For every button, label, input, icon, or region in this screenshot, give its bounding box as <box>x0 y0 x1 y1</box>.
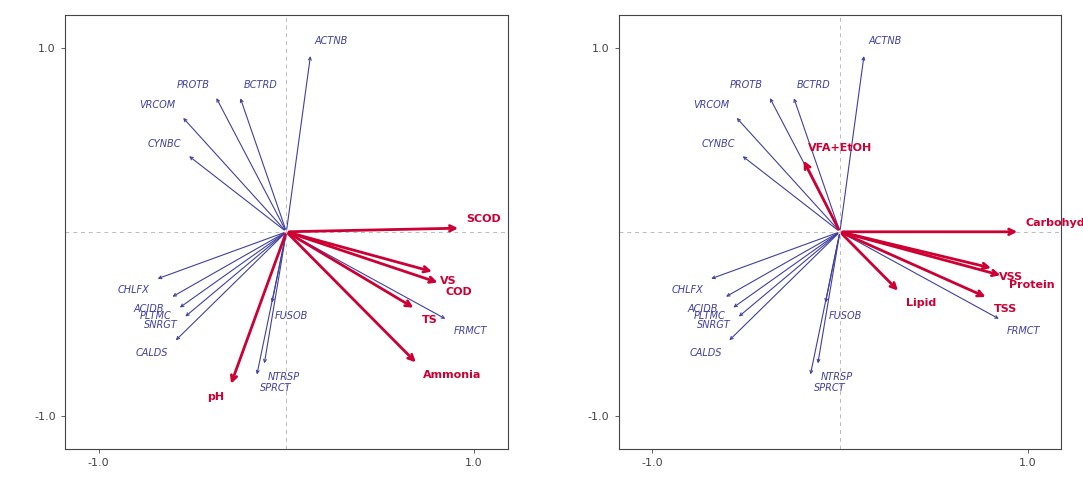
Text: PLTMC: PLTMC <box>694 311 726 321</box>
Text: SNRGT: SNRGT <box>144 320 178 330</box>
Text: VS: VS <box>441 276 457 286</box>
Text: VSS: VSS <box>1000 272 1023 282</box>
Text: CYNBC: CYNBC <box>702 139 735 149</box>
Text: FUSOB: FUSOB <box>275 311 309 321</box>
Text: CHLFX: CHLFX <box>118 285 149 295</box>
Text: NTRSP: NTRSP <box>268 372 300 382</box>
Text: BCTRD: BCTRD <box>244 80 277 90</box>
Text: PLTMC: PLTMC <box>140 311 172 321</box>
Text: TS: TS <box>421 315 438 325</box>
Text: Lipid: Lipid <box>905 298 936 308</box>
Text: ACIDB: ACIDB <box>134 304 165 314</box>
Text: CALDS: CALDS <box>135 348 168 358</box>
Text: ACIDB: ACIDB <box>688 304 718 314</box>
Text: pH: pH <box>207 392 224 402</box>
Text: PROTB: PROTB <box>177 80 209 90</box>
Text: FRMCT: FRMCT <box>1007 325 1041 336</box>
Text: BCTRD: BCTRD <box>797 80 831 90</box>
Text: COD: COD <box>446 287 472 297</box>
Text: VRCOM: VRCOM <box>140 101 175 110</box>
Text: SPRCT: SPRCT <box>813 383 846 393</box>
Text: Ammonia: Ammonia <box>423 370 482 380</box>
Text: SCOD: SCOD <box>467 214 501 224</box>
Text: CHLFX: CHLFX <box>671 285 703 295</box>
Text: ACTNB: ACTNB <box>869 36 901 46</box>
Text: Carbohydrate: Carbohydrate <box>1026 218 1083 228</box>
Text: VRCOM: VRCOM <box>693 101 729 110</box>
Text: CYNBC: CYNBC <box>147 139 181 149</box>
Text: VFA+EtOH: VFA+EtOH <box>808 142 872 153</box>
Text: SPRCT: SPRCT <box>260 383 291 393</box>
Text: NTRSP: NTRSP <box>821 372 853 382</box>
Text: SNRGT: SNRGT <box>697 320 731 330</box>
Text: FUSOB: FUSOB <box>828 311 862 321</box>
Text: PROTB: PROTB <box>730 80 764 90</box>
Text: FRMCT: FRMCT <box>454 325 487 336</box>
Text: ACTNB: ACTNB <box>314 36 348 46</box>
Text: Protein: Protein <box>1008 280 1055 290</box>
Text: CALDS: CALDS <box>689 348 721 358</box>
Text: TSS: TSS <box>994 304 1017 314</box>
